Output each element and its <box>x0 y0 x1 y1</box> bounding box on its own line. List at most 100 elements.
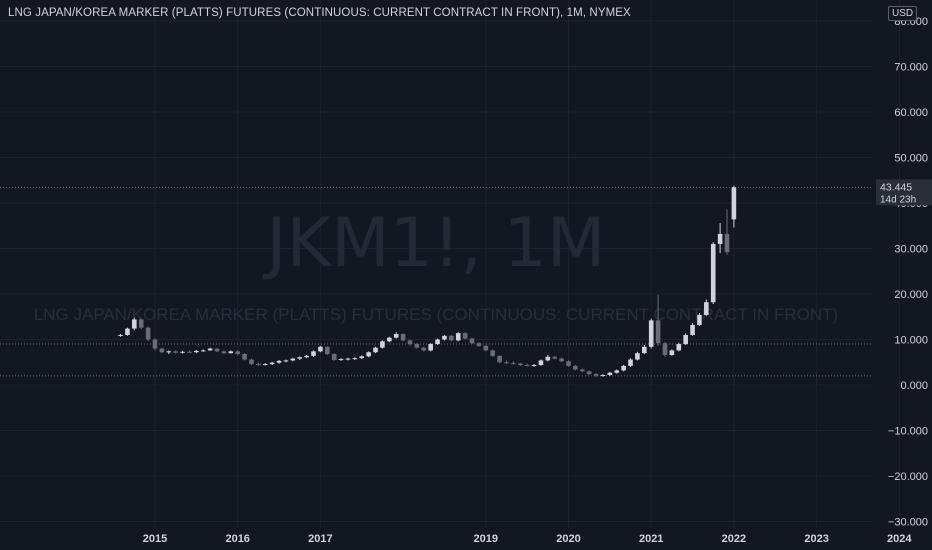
candle[interactable] <box>648 318 654 349</box>
candle[interactable] <box>269 361 275 365</box>
candle[interactable] <box>380 340 385 349</box>
candle[interactable] <box>359 355 365 360</box>
candle[interactable] <box>669 349 675 356</box>
candle[interactable] <box>442 334 447 341</box>
candle[interactable] <box>628 358 633 367</box>
candle[interactable] <box>331 353 337 361</box>
candle[interactable] <box>642 344 647 355</box>
candle[interactable] <box>469 337 475 345</box>
candle[interactable] <box>655 294 661 346</box>
candle[interactable] <box>455 332 461 342</box>
candle-body <box>352 358 358 360</box>
candle[interactable] <box>483 344 489 352</box>
candle[interactable] <box>511 361 516 365</box>
candle[interactable] <box>614 369 620 374</box>
candle[interactable] <box>545 354 551 362</box>
candle[interactable] <box>393 332 399 339</box>
candle[interactable] <box>593 373 599 377</box>
candle[interactable] <box>552 355 558 360</box>
candle[interactable] <box>435 338 440 345</box>
candle[interactable] <box>635 351 640 361</box>
candle[interactable] <box>449 334 454 342</box>
candle[interactable] <box>662 342 668 357</box>
candle[interactable] <box>414 343 420 349</box>
candle[interactable] <box>428 343 433 352</box>
candle[interactable] <box>559 357 564 363</box>
candle[interactable] <box>352 357 358 360</box>
candle[interactable] <box>710 242 716 305</box>
candle[interactable] <box>566 360 571 367</box>
candle-body <box>242 354 247 360</box>
candle[interactable] <box>200 349 206 352</box>
candle[interactable] <box>490 349 495 357</box>
candle[interactable] <box>579 368 585 373</box>
price-axis[interactable]: 80.00070.00060.00050.00040.00030.00020.0… <box>888 16 928 529</box>
candle[interactable] <box>400 333 406 342</box>
candle[interactable] <box>573 364 578 371</box>
candle[interactable] <box>145 326 151 342</box>
candle[interactable] <box>276 359 282 364</box>
candle[interactable] <box>683 333 688 345</box>
candle[interactable] <box>586 370 592 375</box>
candle[interactable] <box>138 318 144 330</box>
currency-button[interactable]: USD <box>888 6 918 21</box>
candle[interactable] <box>228 350 234 354</box>
candle[interactable] <box>704 299 709 316</box>
candle[interactable] <box>152 338 158 351</box>
candle[interactable] <box>690 323 695 336</box>
candle[interactable] <box>166 350 172 355</box>
candle[interactable] <box>318 345 323 353</box>
candle[interactable] <box>724 209 730 255</box>
candle[interactable] <box>262 363 268 366</box>
candle[interactable] <box>324 346 330 355</box>
candle[interactable] <box>283 359 289 363</box>
candle[interactable] <box>538 359 544 366</box>
candle[interactable] <box>524 363 530 367</box>
candle[interactable] <box>173 350 178 354</box>
candle[interactable] <box>676 342 682 352</box>
candle[interactable] <box>476 342 482 347</box>
candle[interactable] <box>407 339 413 346</box>
candle[interactable] <box>387 336 392 343</box>
candle[interactable] <box>338 358 344 361</box>
candles[interactable] <box>118 185 737 377</box>
candle[interactable] <box>366 351 371 358</box>
candle[interactable] <box>304 354 309 359</box>
candle[interactable] <box>345 357 351 361</box>
candle[interactable] <box>235 350 240 356</box>
candle[interactable] <box>132 317 137 331</box>
candle[interactable] <box>256 362 261 366</box>
candle[interactable] <box>697 313 702 326</box>
candle-body <box>138 319 144 328</box>
candle[interactable] <box>214 348 220 353</box>
candle[interactable] <box>421 346 427 352</box>
candle[interactable] <box>118 334 123 337</box>
candle[interactable] <box>731 185 737 228</box>
candle[interactable] <box>311 350 316 357</box>
candle[interactable] <box>221 350 227 355</box>
candle[interactable] <box>531 364 537 367</box>
candle[interactable] <box>290 357 296 362</box>
candle[interactable] <box>497 355 502 364</box>
candle[interactable] <box>207 347 213 351</box>
candle[interactable] <box>249 358 254 365</box>
candle[interactable] <box>717 223 723 254</box>
candle[interactable] <box>517 362 523 366</box>
time-axis[interactable]: 2015 2016 2017 2019 2020 2021 2022 2023 2024 <box>143 533 913 545</box>
candle[interactable] <box>621 364 626 372</box>
candle[interactable] <box>373 346 378 354</box>
candle[interactable] <box>194 349 199 354</box>
candle[interactable] <box>180 350 185 354</box>
candle[interactable] <box>297 356 303 360</box>
candle[interactable] <box>600 374 606 377</box>
candle[interactable] <box>462 332 468 340</box>
watermark: JKM1!, 1M LNG JAPAN/KOREA MARKER (PLATTS… <box>34 204 838 324</box>
candle[interactable] <box>504 360 509 365</box>
candle[interactable] <box>242 353 247 361</box>
candle[interactable] <box>607 371 613 376</box>
candle[interactable] <box>187 350 192 354</box>
candle[interactable] <box>159 347 165 354</box>
x-tick-label: 2016 <box>225 533 249 545</box>
candle[interactable] <box>125 327 130 336</box>
